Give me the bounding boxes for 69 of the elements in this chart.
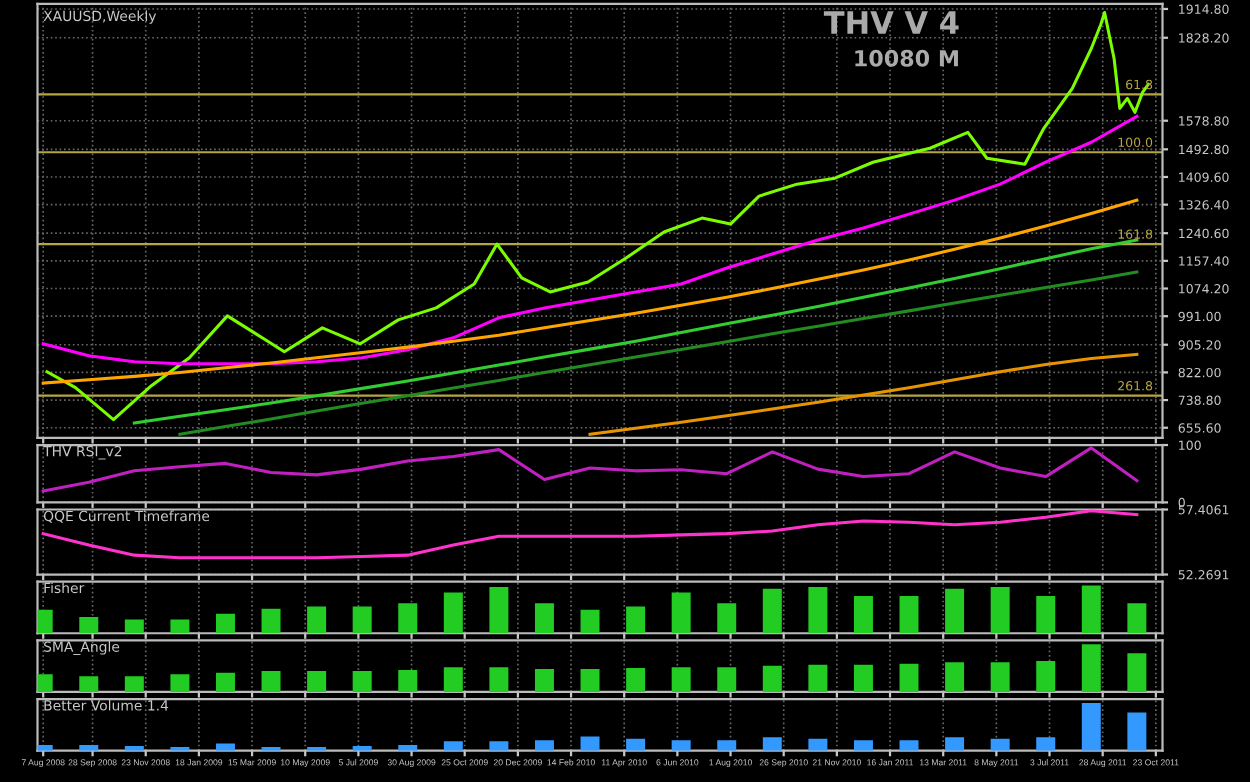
bar xyxy=(215,672,235,692)
bar xyxy=(170,674,190,692)
bar xyxy=(945,737,965,751)
bar xyxy=(671,667,691,692)
bar xyxy=(124,619,144,634)
bar xyxy=(352,670,372,692)
bar xyxy=(717,740,737,751)
bar xyxy=(853,664,873,692)
bar xyxy=(1127,603,1147,634)
bar xyxy=(626,606,646,634)
bar xyxy=(945,662,965,692)
bar xyxy=(443,667,463,692)
bar xyxy=(307,606,327,634)
bar xyxy=(671,740,691,751)
bar xyxy=(1127,712,1147,751)
bar xyxy=(79,676,99,692)
bar xyxy=(762,737,782,751)
bar xyxy=(808,664,828,692)
bar xyxy=(762,665,782,692)
bar xyxy=(443,741,463,751)
bar xyxy=(945,588,965,634)
bar xyxy=(899,663,919,692)
bar xyxy=(124,676,144,692)
bar xyxy=(534,603,554,634)
bar xyxy=(717,603,737,634)
bar xyxy=(990,662,1010,692)
bar xyxy=(580,736,600,751)
bar xyxy=(398,603,418,634)
bar xyxy=(808,738,828,751)
bar xyxy=(534,669,554,692)
bar xyxy=(717,667,737,692)
bar xyxy=(534,740,554,751)
bar xyxy=(261,608,281,634)
bar xyxy=(580,609,600,634)
bar xyxy=(808,586,828,634)
bar xyxy=(489,741,509,751)
bar xyxy=(626,738,646,751)
bar xyxy=(990,738,1010,751)
bar xyxy=(79,617,99,634)
bar xyxy=(489,586,509,634)
bar xyxy=(899,595,919,634)
bar xyxy=(762,588,782,634)
bar xyxy=(170,619,190,634)
bar xyxy=(1036,737,1056,751)
line-series xyxy=(41,446,1139,493)
bar xyxy=(352,606,372,634)
bar xyxy=(443,592,463,634)
bar xyxy=(1081,585,1101,634)
bar xyxy=(1036,595,1056,634)
bar xyxy=(626,668,646,692)
line-series xyxy=(45,11,1150,422)
bar xyxy=(489,667,509,692)
bar xyxy=(398,670,418,692)
bar xyxy=(899,740,919,751)
annotation: THV V 4 xyxy=(823,11,959,34)
bar xyxy=(1127,653,1147,692)
bar xyxy=(1081,702,1101,751)
bar xyxy=(307,670,327,692)
bar xyxy=(671,592,691,634)
bar xyxy=(1036,660,1056,692)
line-series xyxy=(41,509,1139,560)
bar xyxy=(215,613,235,634)
bar xyxy=(990,586,1010,634)
bar xyxy=(261,670,281,692)
bar xyxy=(580,669,600,692)
bar xyxy=(1081,644,1101,692)
bar xyxy=(853,740,873,751)
bar xyxy=(853,595,873,634)
annotation: 10080 M xyxy=(855,49,958,67)
